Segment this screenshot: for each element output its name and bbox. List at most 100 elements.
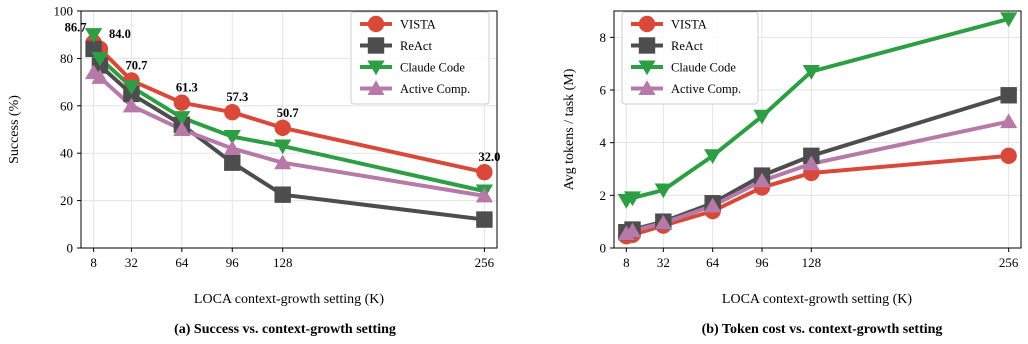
legend-marker — [367, 15, 385, 33]
legend-item: ReAct — [360, 37, 432, 54]
data-point — [122, 80, 141, 96]
x-tick-label: 256 — [999, 255, 1019, 270]
y-tick-label: 0 — [67, 241, 74, 256]
x-tick-label: 96 — [226, 255, 240, 270]
x-tick-label: 8 — [90, 255, 97, 270]
data-point — [753, 172, 771, 188]
y-tick-label: 20 — [60, 193, 73, 208]
legend-label: Active Comp. — [671, 82, 741, 96]
data-point — [173, 111, 191, 126]
legend-marker — [367, 80, 385, 96]
series-markers — [617, 12, 1018, 209]
legend-item: VISTA — [631, 15, 707, 33]
panel-caption: (b) Token cost vs. context-growth settin… — [702, 322, 943, 337]
y-tick-label: 6 — [600, 83, 607, 98]
chart-panel-b: 8 32 64 96 128 256 0 2 4 6 8 LOCA context-growth se… — [562, 10, 1022, 337]
x-tick-label: 96 — [756, 255, 770, 270]
legend-marker — [638, 80, 656, 96]
y-tick-label: 8 — [600, 30, 607, 45]
data-point — [654, 214, 672, 230]
x-tick-label: 256 — [475, 255, 495, 270]
data-point — [122, 97, 141, 113]
data-point — [173, 94, 191, 111]
x-tick-label: 64 — [175, 255, 189, 270]
data-point — [704, 197, 722, 213]
x-tick-label: 32 — [657, 255, 670, 270]
legend-marker — [638, 60, 656, 76]
x-tick-label: 128 — [273, 255, 293, 270]
data-point — [274, 139, 292, 155]
legend-marker — [638, 15, 656, 33]
plot-frame — [80, 10, 498, 249]
x-axis-label: LOCA context-growth setting (K) — [194, 292, 384, 307]
data-point — [274, 119, 291, 137]
data-label: 32.0 — [478, 150, 500, 164]
legend-box — [350, 11, 490, 105]
y-tick-label: 4 — [600, 135, 607, 150]
plot-frame — [613, 10, 1022, 249]
data-point — [623, 222, 642, 238]
legend-box — [621, 11, 759, 105]
legend-item: Active Comp. — [360, 80, 470, 96]
data-label: 57.3 — [226, 90, 248, 104]
y-tick-label: 40 — [60, 146, 73, 161]
legend-item: Claude Code — [360, 60, 465, 76]
y-tick-label: 2 — [600, 188, 607, 203]
data-point — [1000, 113, 1018, 129]
y-tick-label: 100 — [54, 4, 74, 19]
data-label: 50.7 — [277, 106, 299, 120]
x-tick-label: 32 — [125, 255, 138, 270]
legend-label: Claude Code — [400, 61, 465, 75]
y-axis-label: Success (%) — [7, 95, 22, 164]
data-point — [704, 149, 722, 165]
data-point — [223, 130, 241, 145]
data-point — [223, 140, 241, 156]
legend-label: Active Comp. — [400, 82, 470, 96]
legend-label: VISTA — [671, 18, 707, 32]
data-point — [84, 28, 103, 43]
data-label: 70.7 — [125, 58, 147, 72]
x-axis-label: LOCA context-growth setting (K) — [722, 292, 912, 307]
y-tick-label: 0 — [600, 241, 607, 256]
data-point — [173, 121, 191, 137]
series-markers — [617, 113, 1018, 241]
data-label: 61.3 — [176, 81, 198, 95]
legend-label: ReAct — [671, 39, 703, 53]
data-point — [475, 187, 494, 203]
panel-caption: (a) Success vs. context-growth setting — [174, 322, 396, 337]
x-tick-label: 64 — [706, 255, 720, 270]
data-point — [274, 154, 292, 170]
legend-item: Claude Code — [631, 60, 736, 76]
x-tick-label: 128 — [802, 255, 822, 270]
legend-item: VISTA — [360, 15, 436, 33]
series-markers — [84, 64, 494, 203]
data-point — [91, 69, 109, 84]
data-point — [476, 163, 493, 181]
legend-item: ReAct — [631, 37, 703, 54]
data-point — [224, 154, 241, 171]
legend-marker — [638, 37, 656, 54]
legend-label: ReAct — [400, 39, 432, 53]
data-point — [654, 183, 672, 199]
y-axis-label: Avg tokens / task (M) — [562, 68, 577, 190]
data-point — [224, 103, 241, 121]
data-point — [1000, 147, 1017, 165]
legend-marker — [367, 60, 385, 76]
legend-label: VISTA — [400, 18, 436, 32]
data-label: 84.0 — [109, 27, 131, 41]
legend: VISTA ReAct Claude Code Active Comp. — [350, 11, 490, 105]
y-tick-label: 60 — [60, 98, 73, 113]
data-point — [753, 109, 771, 125]
data-point — [623, 191, 642, 207]
legend: VISTA ReAct Claude Code Active Comp. — [621, 11, 759, 105]
data-point — [802, 65, 820, 80]
x-tick-label: 8 — [623, 255, 630, 270]
data-point — [1000, 12, 1018, 28]
legend-label: Claude Code — [671, 61, 736, 75]
data-label: 86.7 — [65, 21, 87, 35]
legend-marker — [367, 37, 385, 54]
data-point — [274, 186, 291, 203]
data-point — [1000, 87, 1017, 104]
data-point — [476, 211, 493, 228]
